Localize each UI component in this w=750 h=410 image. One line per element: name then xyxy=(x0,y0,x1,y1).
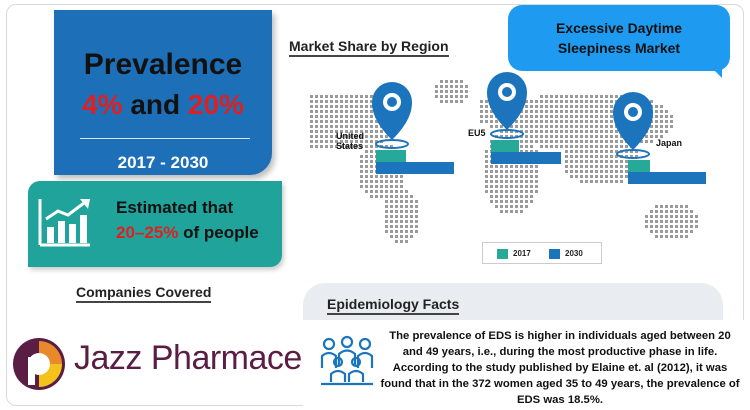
label-united-states: United States xyxy=(336,131,364,151)
prevalence-years: 2017 - 2030 xyxy=(117,153,209,172)
prevalence-title: Prevalence xyxy=(83,48,243,81)
estimate-range: 20–25% xyxy=(116,223,179,242)
market-bubble: Excessive Daytime Sleepiness Market xyxy=(508,5,730,71)
bar-chart-growth-icon xyxy=(38,199,90,247)
estimate-line-1: Estimated that xyxy=(116,198,234,217)
bar-united-states-2017 xyxy=(376,150,406,162)
estimate-card: Estimated that 20–25% of people xyxy=(28,181,282,267)
prevalence-card: Prevalence 4% and 20% 2017 - 2030 xyxy=(54,10,272,175)
bubble-tail xyxy=(708,64,722,78)
prevalence-divider xyxy=(80,138,250,139)
jazz-logo-icon xyxy=(13,338,65,390)
estimate-suffix: of people xyxy=(183,223,259,242)
bubble-line-1: Excessive Daytime xyxy=(555,20,683,36)
market-share-title: Market Share by Region xyxy=(289,38,449,57)
epidemiology-title: Epidemiology Facts xyxy=(327,296,460,315)
bar-japan-2030 xyxy=(628,172,706,184)
pin-icon-us xyxy=(372,82,412,149)
bar-eu5-2017 xyxy=(491,140,519,152)
label-us-line-2: States xyxy=(336,141,364,151)
bar-eu5-2030 xyxy=(491,152,561,164)
pin-icon-japan xyxy=(613,92,653,159)
chart-legend: 2017 2030 xyxy=(482,242,602,264)
world-map-chart xyxy=(310,72,706,243)
prevalence-high: 20% xyxy=(187,89,244,120)
legend-label-2030: 2030 xyxy=(565,249,583,258)
label-eu5: EU5 xyxy=(468,128,486,138)
prevalence-values: 4% and 20% xyxy=(54,89,272,121)
bar-japan-2017 xyxy=(628,160,650,172)
prevalence-and: and xyxy=(130,89,181,120)
legend-swatch-2030 xyxy=(549,249,560,259)
bubble-line-2: Sleepiness Market xyxy=(557,40,681,56)
people-group-icon xyxy=(320,335,374,386)
prevalence-low: 4% xyxy=(82,89,123,120)
label-us-line-1: United xyxy=(336,131,364,141)
bar-united-states-2030 xyxy=(376,162,454,174)
epidemiology-text-panel xyxy=(303,320,747,406)
pin-icon-eu5 xyxy=(487,72,527,139)
label-japan: Japan xyxy=(656,138,683,148)
companies-title: Companies Covered xyxy=(76,284,212,303)
estimate-line-2: 20–25% of people xyxy=(116,223,259,243)
legend-label-2017: 2017 xyxy=(513,249,531,258)
legend-swatch-2017 xyxy=(497,249,508,259)
epidemiology-text: The prevalence of EDS is higher in indiv… xyxy=(380,330,740,406)
